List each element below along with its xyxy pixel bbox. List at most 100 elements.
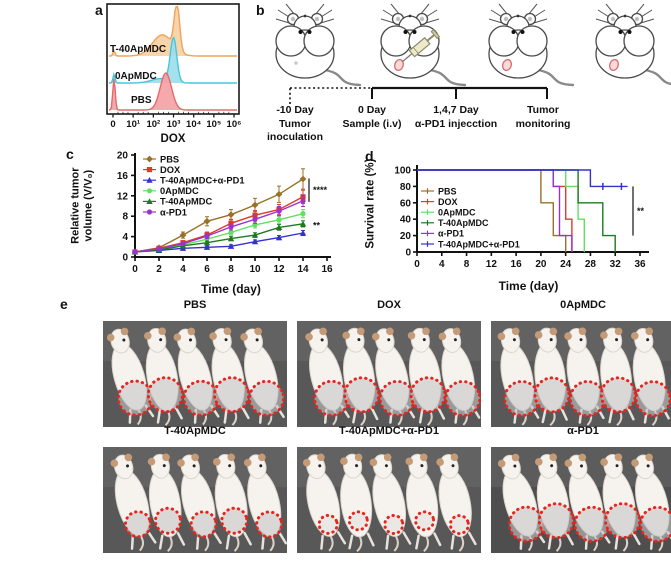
timeline-label-line: Sample (i.v) (342, 117, 402, 130)
mouse-ear (356, 327, 365, 336)
mouse-eye (512, 338, 516, 342)
cartoon-mouse (488, 3, 575, 87)
y-tick-label: 60 (400, 198, 412, 209)
y-tick-label: 20 (117, 151, 129, 162)
timeline-label: -10 Day Tumor inoculation (249, 104, 341, 145)
timeline-label-line: Tumor (279, 117, 311, 130)
marker-diamond (146, 155, 153, 163)
mouse-ear (564, 332, 572, 340)
mouse-ear (631, 459, 639, 467)
mouse-eye (355, 464, 359, 468)
tumor-dotted-circle (533, 376, 571, 414)
tumor-area (380, 381, 415, 416)
panel-a-label: a (95, 2, 103, 18)
x-tick-label: 24 (560, 259, 572, 270)
x-tick-label: 20 (535, 259, 547, 270)
timeline-label-line: 1,4,7 Day (433, 104, 479, 116)
tumor-area (118, 381, 153, 416)
marker-circle (276, 208, 282, 214)
mouse-ear (600, 458, 608, 466)
ear-inner (634, 16, 640, 22)
tumor-area (384, 515, 403, 534)
mouse-eye (189, 338, 193, 342)
ear-inner (395, 16, 401, 22)
mouse-ear (549, 327, 558, 336)
photo-mouse (340, 453, 375, 553)
y-tick-label: 40 (400, 215, 412, 226)
x-axis-title: DOX (161, 133, 186, 145)
ear-inner (527, 16, 533, 22)
mouse-ear (645, 453, 653, 462)
marker-circle (132, 249, 138, 255)
y-tick-label: 0 (122, 253, 128, 264)
mouse-eye (357, 338, 361, 342)
mouse-ear (614, 327, 623, 336)
mouse-ear (144, 332, 152, 340)
mouse-ear (317, 453, 325, 462)
mouse-ear (124, 453, 133, 462)
timeline-label-line: -10 Day (276, 104, 314, 116)
mouse-ear (158, 327, 167, 336)
ear-inner (610, 16, 616, 22)
mouse-leg (402, 531, 412, 545)
mouse-eye (318, 464, 322, 468)
tumor-dotted-circle (414, 510, 436, 532)
mouse-ear (549, 453, 558, 462)
y-tick-label: 100 (394, 166, 411, 177)
panel-d-label: d (365, 148, 374, 164)
mouse-ear (383, 453, 392, 462)
marker-circle (228, 224, 234, 230)
mouse-leg (631, 531, 641, 546)
tumor-area (635, 381, 670, 416)
tumor-area (249, 381, 284, 416)
x-tick-label: 0 (132, 264, 138, 275)
mouse-ear (258, 453, 266, 462)
y-tick-label: 0 (405, 248, 411, 259)
photo-mouse (144, 327, 184, 426)
tumor-area (410, 377, 445, 412)
mouse-ear (600, 331, 608, 339)
marker-triangle (299, 229, 307, 236)
legend-label: α-PD1 (438, 229, 464, 239)
tumor-dotted-circle (213, 376, 251, 414)
mouse-ear (511, 453, 520, 462)
legend-label: 0ApMDC (438, 208, 476, 218)
mouse-leg (467, 531, 477, 546)
photo-mouse (436, 453, 477, 552)
tumor-area (191, 511, 217, 537)
mouse-leg (174, 405, 183, 420)
tumor-area (534, 377, 569, 412)
mouse-ear (162, 453, 170, 462)
mouse-photo (491, 321, 671, 427)
mouse-ear (120, 327, 129, 336)
x-tick-label: 10² (146, 119, 160, 130)
tumor-area (183, 381, 218, 416)
tumor-dotted-circle (146, 376, 184, 414)
tumor-area (640, 507, 671, 542)
mouse-eye (422, 338, 426, 342)
mouse-ear (452, 327, 461, 336)
x-axis-title: Time (day) (499, 279, 559, 293)
tumor-dotted-circle (537, 502, 575, 540)
photo-mouse (535, 453, 575, 552)
mouse-eye (259, 464, 263, 468)
histogram-0 (109, 5, 237, 57)
tumor-dotted-circle (255, 510, 284, 539)
marker-circle (300, 211, 306, 217)
tumor-area (256, 511, 282, 537)
mouse-eye (224, 338, 228, 342)
mouse-nose (516, 14, 520, 18)
mouse-ear (497, 332, 506, 341)
mouse-ear (147, 457, 156, 466)
tumor-area (415, 511, 434, 530)
photo-mouse (369, 453, 412, 552)
mouse-leg (418, 408, 424, 424)
marker-triangle (275, 234, 283, 241)
mouse-leg (130, 534, 135, 550)
marker-triangle (146, 177, 153, 183)
marker-square (228, 220, 234, 226)
legend-label: PBS (160, 154, 179, 164)
tumor-dotted-circle (153, 506, 182, 535)
marker-diamond (227, 211, 235, 219)
marker-circle (228, 229, 234, 236)
